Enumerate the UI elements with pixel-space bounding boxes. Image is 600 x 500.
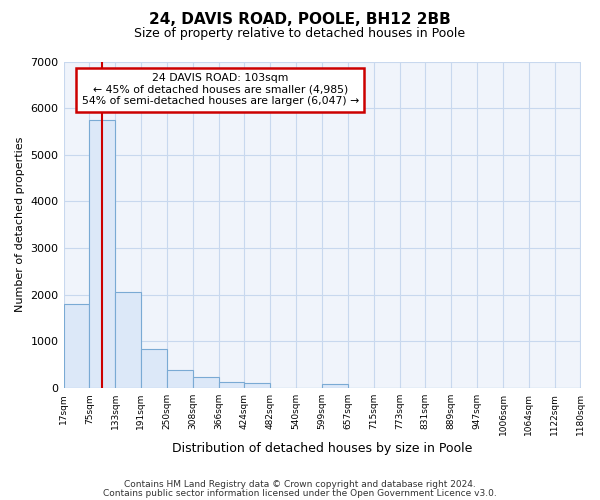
Bar [89,120,115,388]
Bar [167,370,193,388]
Text: 24 DAVIS ROAD: 103sqm
← 45% of detached houses are smaller (4,985)
54% of semi-d: 24 DAVIS ROAD: 103sqm ← 45% of detached … [82,73,359,106]
Text: Size of property relative to detached houses in Poole: Size of property relative to detached ho… [134,28,466,40]
Bar [322,384,348,388]
Bar [115,292,141,388]
Bar [244,384,270,388]
Bar [64,304,89,388]
Bar [193,378,218,388]
Text: 24, DAVIS ROAD, POOLE, BH12 2BB: 24, DAVIS ROAD, POOLE, BH12 2BB [149,12,451,28]
Text: Contains public sector information licensed under the Open Government Licence v3: Contains public sector information licen… [103,488,497,498]
Bar [218,382,244,388]
Bar [141,350,167,388]
X-axis label: Distribution of detached houses by size in Poole: Distribution of detached houses by size … [172,442,472,455]
Y-axis label: Number of detached properties: Number of detached properties [15,137,25,312]
Text: Contains HM Land Registry data © Crown copyright and database right 2024.: Contains HM Land Registry data © Crown c… [124,480,476,489]
